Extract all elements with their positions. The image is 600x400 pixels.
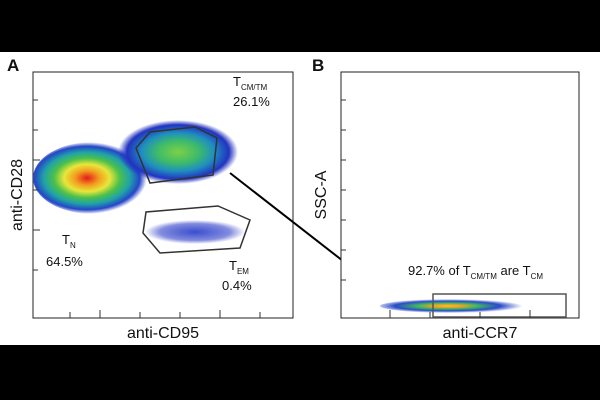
gate-name: TEM — [229, 258, 249, 276]
annotation-sub: CM — [531, 272, 544, 281]
annotation-sub: CM/TM — [471, 272, 498, 281]
gate-percent: 0.4% — [222, 278, 252, 293]
density-cluster — [118, 120, 238, 184]
gate-name-main: T — [62, 232, 70, 247]
annotation: 92.7% of TCM/TM are TCM — [408, 263, 543, 281]
gate-name: TN — [62, 232, 76, 250]
x-axis-label: anti-CCR7 — [443, 325, 518, 342]
gate-name-main: T — [229, 258, 237, 273]
ticks — [33, 99, 261, 318]
panel-letter: B — [312, 56, 324, 75]
plot-frame — [340, 71, 580, 319]
gate-name-main: T — [233, 74, 241, 89]
x-axis-label: anti-CD95 — [127, 325, 199, 342]
density-cluster — [145, 220, 245, 244]
gate-name-sub: N — [70, 241, 76, 250]
gate-name: TCM/TM — [233, 74, 268, 92]
gate-name-sub: CM/TM — [241, 83, 268, 92]
gate — [142, 205, 251, 254]
gate-name-sub: EM — [237, 267, 249, 276]
density-cluster — [380, 299, 530, 313]
y-axis-label: SSC-A — [313, 170, 330, 219]
gate-percent: 64.5% — [46, 254, 83, 269]
gate — [135, 126, 218, 184]
annotation-text: 92.7% of T — [408, 263, 471, 278]
gate — [432, 293, 567, 318]
panel-letter: A — [7, 56, 19, 75]
ticks — [341, 99, 531, 318]
annotation-text: are T — [497, 263, 531, 278]
y-axis-label: anti-CD28 — [9, 159, 26, 231]
gate-percent: 26.1% — [233, 94, 270, 109]
